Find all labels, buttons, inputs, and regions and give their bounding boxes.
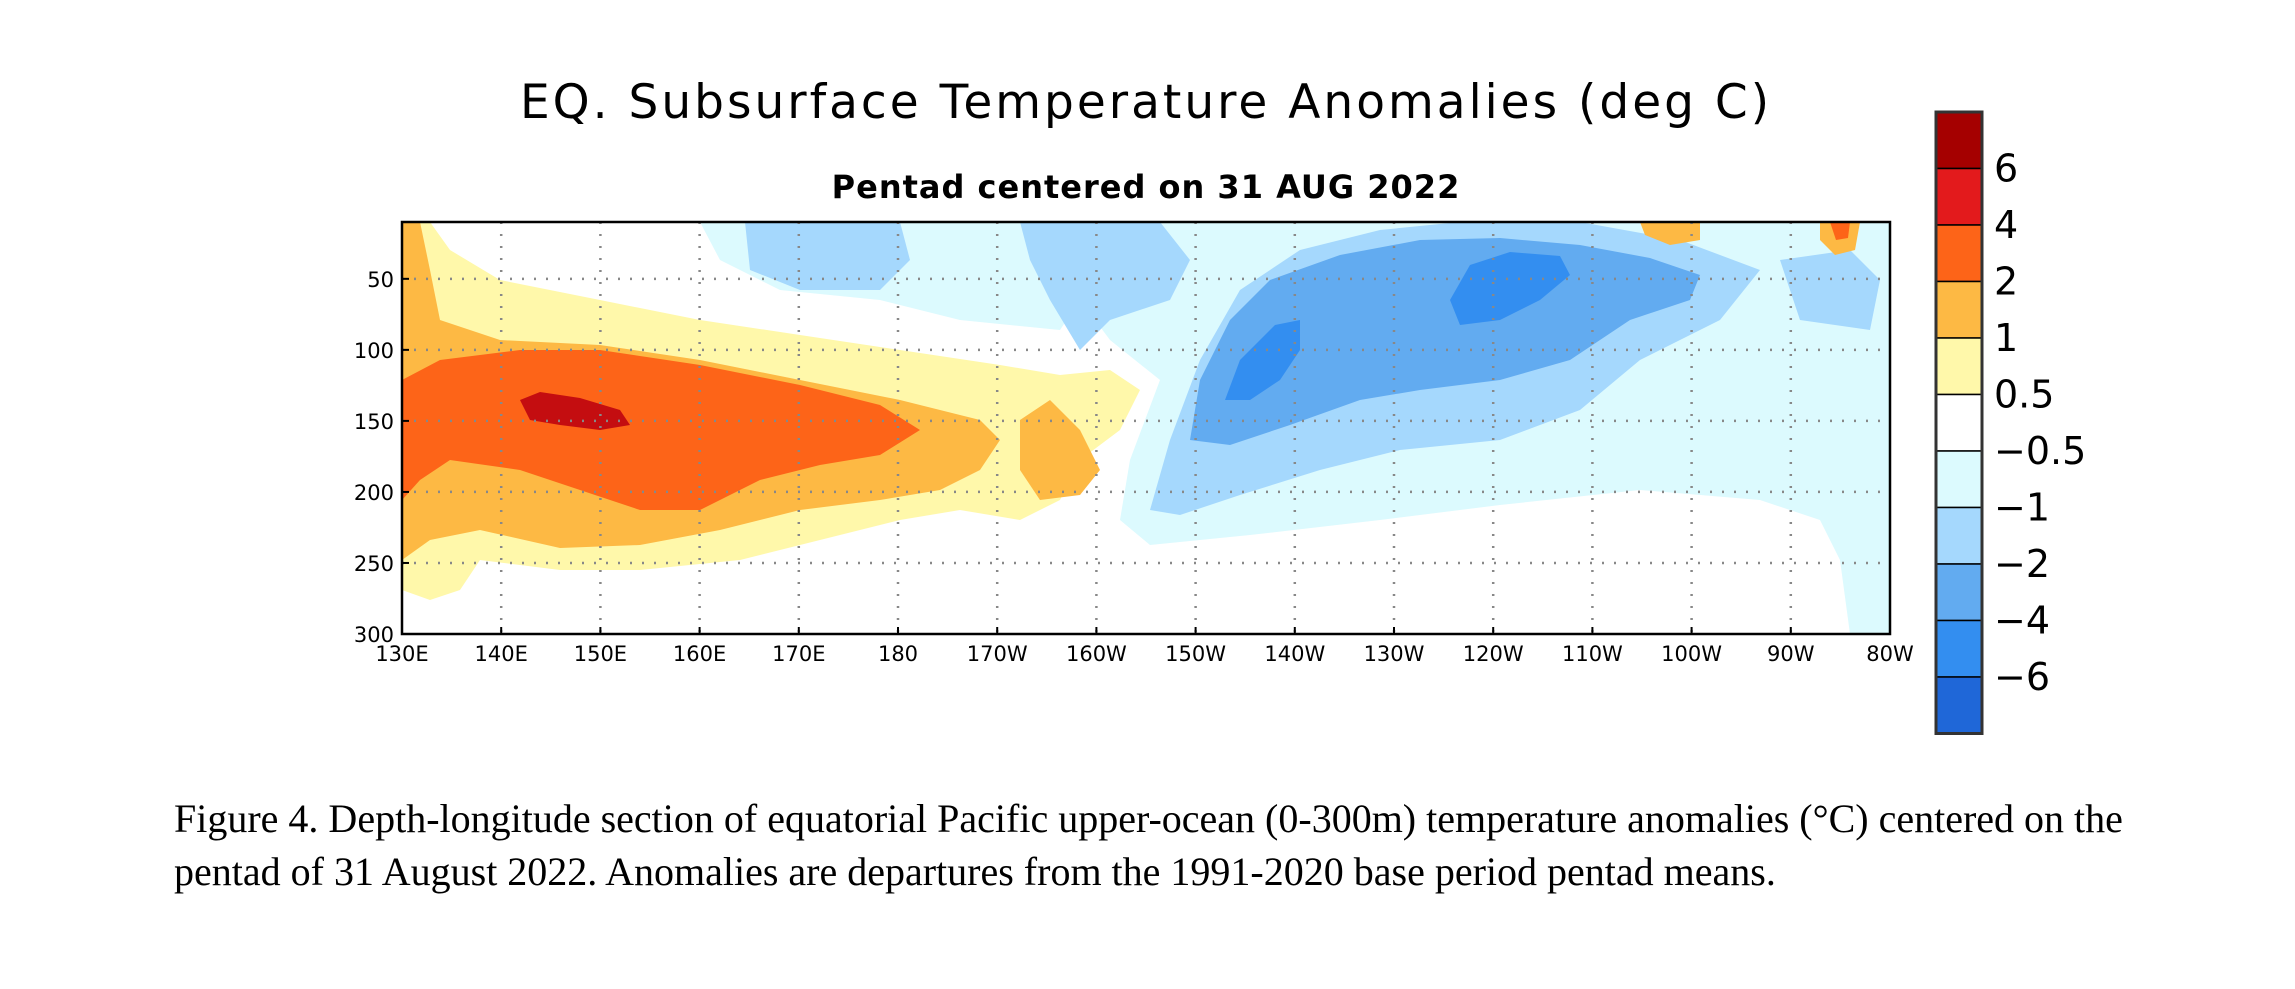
x-axis: 130E 140E 150E 160E 170E 180 170W 160W 150W 140W 1… [375, 627, 1914, 666]
figure-caption: Figure 4. Depth-longitude section of equ… [174, 796, 2123, 894]
band-neg1-far-east [1780, 250, 1880, 330]
colorbar-swatch [1935, 563, 1983, 622]
colorbar-label: −2 [1994, 542, 2050, 586]
y-axis: 50 100 150 200 250 300 [354, 268, 409, 647]
x-tick-label: 160W [1066, 642, 1127, 666]
x-tick-label: 100W [1661, 642, 1722, 666]
colorbar-swatch [1935, 619, 1983, 678]
colorbar-label: −1 [1994, 486, 2050, 530]
x-tick-label: 140E [475, 642, 528, 666]
colorbar-swatch [1935, 676, 1983, 735]
colorbar-frame [1934, 110, 1984, 735]
colorbar-swatch [1935, 280, 1983, 339]
anomaly-field [402, 222, 1890, 634]
band-neg2-east [1190, 238, 1700, 445]
chart-title: EQ. Subsurface Temperature Anomalies (de… [520, 75, 1772, 130]
colorbar-swatch [1935, 393, 1983, 452]
y-tick-label: 250 [354, 552, 394, 576]
x-tick-label: 130E [375, 642, 428, 666]
band-neg4-core-a [1450, 252, 1570, 325]
band-neg1-west-a [745, 222, 910, 290]
x-tick-label: 160E [673, 642, 726, 666]
colorbar-label: 1 [1994, 316, 2018, 360]
colorbar-label: 2 [1994, 260, 2018, 304]
x-tick-label: 170W [967, 642, 1028, 666]
x-tick-label: 150E [574, 642, 627, 666]
y-tick-label: 100 [354, 339, 394, 363]
colorbar-label: −4 [1994, 599, 2050, 643]
colorbar-label: −6 [1994, 655, 2050, 699]
x-tick-label: 110W [1562, 642, 1623, 666]
colorbar-swatch [1935, 167, 1983, 226]
colorbar-swatch [1935, 111, 1983, 170]
band-pos-spot-a [1640, 222, 1700, 245]
band-neg1-west-b [1020, 222, 1190, 350]
band-pos2-west [402, 350, 920, 510]
colorbar-swatch [1935, 506, 1983, 565]
plot-frame [400, 220, 1892, 636]
colorbar-label: −0.5 [1994, 429, 2086, 473]
y-tick-label: 50 [367, 268, 394, 292]
x-tick-label: 80W [1866, 642, 1914, 666]
band-neg4-core-b [1225, 320, 1300, 400]
y-tick-label: 300 [354, 623, 394, 647]
colorbar-label: 4 [1994, 203, 2018, 247]
colorbar-label: 6 [1994, 147, 2018, 191]
x-tick-label: 120W [1463, 642, 1524, 666]
band-pos-spot-b-inner [1830, 222, 1850, 240]
x-tick-label: 140W [1264, 642, 1325, 666]
colorbar-swatch [1935, 337, 1983, 396]
colorbar-swatch [1935, 450, 1983, 509]
y-tick-label: 200 [354, 481, 394, 505]
band-pos1-mid [1020, 400, 1100, 500]
y-tick-label: 150 [354, 410, 394, 434]
colorbar: 6 4 2 1 0.5 −0.5 −1 −2 −4 −6 [1934, 110, 2086, 735]
grid [402, 222, 1890, 634]
chart-subtitle: Pentad centered on 31 AUG 2022 [832, 168, 1461, 206]
x-tick-label: 180 [878, 642, 918, 666]
x-tick-label: 150W [1165, 642, 1226, 666]
colorbar-label: 0.5 [1994, 373, 2054, 417]
x-tick-label: 130W [1364, 642, 1425, 666]
x-tick-label: 170E [772, 642, 825, 666]
colorbar-swatch [1935, 224, 1983, 283]
x-tick-label: 90W [1767, 642, 1815, 666]
